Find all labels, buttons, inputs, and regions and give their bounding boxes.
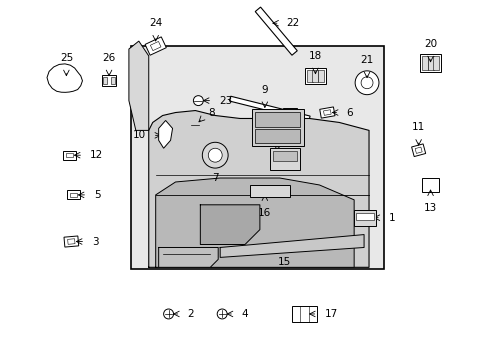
- Bar: [353, 210, 375, 226]
- Bar: [285, 110, 292, 115]
- Text: 23: 23: [219, 96, 232, 105]
- Text: 9: 9: [261, 85, 267, 95]
- Bar: [254, 129, 299, 143]
- Bar: [63, 151, 76, 159]
- Text: 21: 21: [360, 55, 373, 65]
- Circle shape: [190, 121, 200, 130]
- Bar: [319, 107, 334, 118]
- Bar: [414, 147, 421, 153]
- Bar: [312, 70, 318, 82]
- Circle shape: [217, 309, 226, 319]
- Bar: [150, 41, 161, 51]
- Bar: [102, 75, 116, 86]
- Text: 7: 7: [211, 173, 218, 183]
- Polygon shape: [200, 205, 259, 244]
- Text: 19: 19: [270, 127, 284, 137]
- Bar: [67, 239, 75, 244]
- Bar: [70, 193, 77, 197]
- Circle shape: [193, 96, 203, 105]
- Polygon shape: [158, 121, 172, 148]
- Polygon shape: [129, 41, 148, 130]
- Circle shape: [360, 77, 372, 89]
- Bar: [249, 185, 289, 197]
- Circle shape: [354, 71, 378, 95]
- Text: 4: 4: [241, 309, 247, 319]
- Bar: [323, 110, 330, 115]
- Bar: [103, 77, 107, 84]
- Bar: [145, 37, 166, 55]
- Bar: [254, 112, 299, 127]
- Text: 8: 8: [208, 108, 214, 117]
- Text: 5: 5: [94, 190, 101, 200]
- Bar: [251, 109, 303, 146]
- Text: 15: 15: [278, 257, 291, 267]
- Bar: [419, 54, 441, 72]
- Text: 2: 2: [187, 309, 194, 319]
- Text: 18: 18: [308, 51, 322, 61]
- Bar: [306, 70, 312, 82]
- Bar: [272, 151, 296, 161]
- Text: 14: 14: [205, 249, 218, 260]
- Text: 24: 24: [149, 18, 162, 28]
- Bar: [304, 68, 325, 84]
- Text: 27: 27: [283, 130, 296, 140]
- Bar: [64, 236, 79, 247]
- Text: 1: 1: [388, 213, 395, 223]
- Bar: [131, 46, 383, 269]
- Bar: [291, 306, 317, 322]
- Text: 26: 26: [102, 53, 116, 63]
- Bar: [229, 96, 309, 121]
- Bar: [421, 178, 439, 192]
- Text: 3: 3: [92, 237, 99, 247]
- Polygon shape: [158, 247, 218, 267]
- Bar: [255, 7, 297, 55]
- Bar: [269, 148, 299, 170]
- Bar: [355, 213, 373, 220]
- Bar: [282, 108, 296, 117]
- Bar: [67, 190, 80, 199]
- Bar: [427, 56, 433, 70]
- Text: 11: 11: [411, 122, 425, 132]
- Polygon shape: [155, 178, 353, 267]
- Polygon shape: [220, 235, 364, 257]
- Text: 6: 6: [346, 108, 352, 117]
- Text: 20: 20: [423, 39, 436, 49]
- Text: 10: 10: [132, 130, 145, 140]
- Polygon shape: [47, 64, 82, 93]
- Bar: [111, 77, 115, 84]
- Text: 25: 25: [60, 53, 73, 63]
- Circle shape: [202, 142, 228, 168]
- Bar: [432, 56, 438, 70]
- Bar: [411, 144, 425, 157]
- Text: 22: 22: [286, 18, 299, 28]
- Bar: [66, 153, 72, 157]
- Text: 13: 13: [423, 203, 436, 213]
- Circle shape: [163, 309, 173, 319]
- Circle shape: [208, 148, 222, 162]
- Text: 17: 17: [324, 309, 337, 319]
- Bar: [422, 56, 427, 70]
- Text: 12: 12: [90, 150, 103, 160]
- Text: 16: 16: [258, 208, 271, 218]
- Bar: [317, 70, 323, 82]
- Polygon shape: [148, 111, 368, 267]
